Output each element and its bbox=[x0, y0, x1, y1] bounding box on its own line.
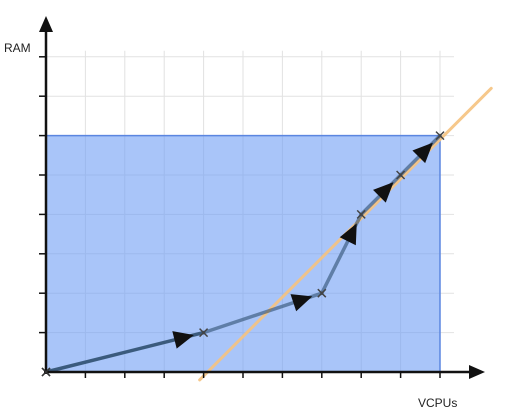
path-arrowhead bbox=[373, 182, 394, 203]
path-vertex-marker bbox=[396, 170, 406, 180]
path-vertex-marker bbox=[199, 328, 209, 338]
marker-stroke bbox=[435, 131, 445, 141]
x-axis-arrow bbox=[469, 365, 485, 379]
marker-stroke bbox=[41, 367, 51, 377]
path-arrowhead bbox=[412, 142, 433, 164]
x-axis-label: VCPUs bbox=[418, 396, 457, 410]
scaling-path bbox=[41, 131, 445, 377]
y-axis-label: RAM bbox=[4, 41, 31, 55]
axes bbox=[39, 16, 485, 379]
marker-stroke bbox=[356, 209, 366, 219]
origin-marker bbox=[41, 367, 51, 377]
path-arrowhead bbox=[172, 331, 194, 349]
path-arrowhead bbox=[339, 223, 357, 246]
marker-stroke bbox=[317, 288, 327, 298]
marker-stroke bbox=[396, 170, 406, 180]
y-axis-arrow bbox=[39, 16, 53, 32]
path-arrowhead bbox=[290, 294, 313, 312]
path-vertex-marker bbox=[356, 209, 366, 219]
path-vertex-marker bbox=[435, 131, 445, 141]
marker-stroke bbox=[199, 328, 209, 338]
region-rect bbox=[45, 134, 441, 373]
path-vertex-marker bbox=[317, 288, 327, 298]
feasible-region bbox=[45, 134, 441, 373]
